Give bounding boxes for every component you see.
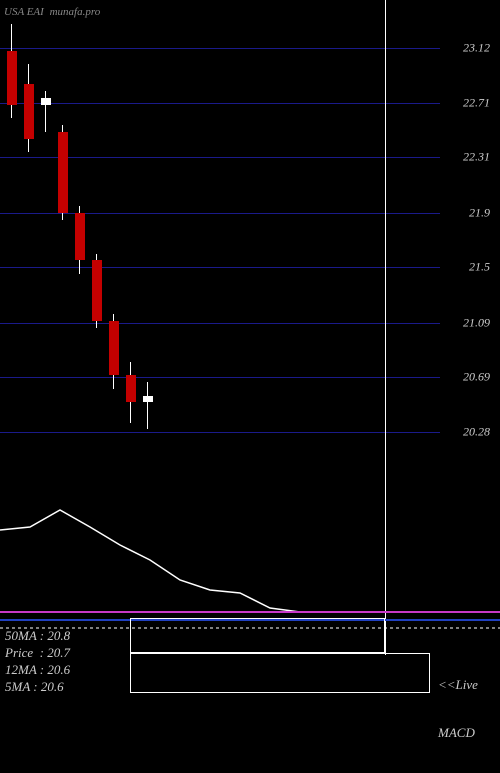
info-line: 50MA : 20.8: [5, 628, 70, 644]
macd-label-line2: MACD: [438, 725, 478, 741]
info-line: 5MA : 20.6: [5, 679, 64, 695]
macd-label: <<Live MACD: [438, 645, 478, 773]
bottom-box: [130, 653, 430, 693]
info-line: Price : 20.7: [5, 645, 70, 661]
watermark-left: USA EAI munafa.pro: [4, 6, 100, 18]
info-line: 12MA : 20.6: [5, 662, 70, 678]
indicator-white-line: [0, 510, 385, 612]
chart-container: USA EAI munafa.pro 23.1222.7122.3121.921…: [0, 0, 500, 700]
macd-label-line1: <<Live: [438, 677, 478, 693]
bottom-box: [130, 618, 385, 653]
watermark-left-text: USA EAI: [4, 6, 44, 18]
indicator-svg: [0, 0, 500, 700]
watermark-right-text: munafa.pro: [50, 6, 101, 18]
